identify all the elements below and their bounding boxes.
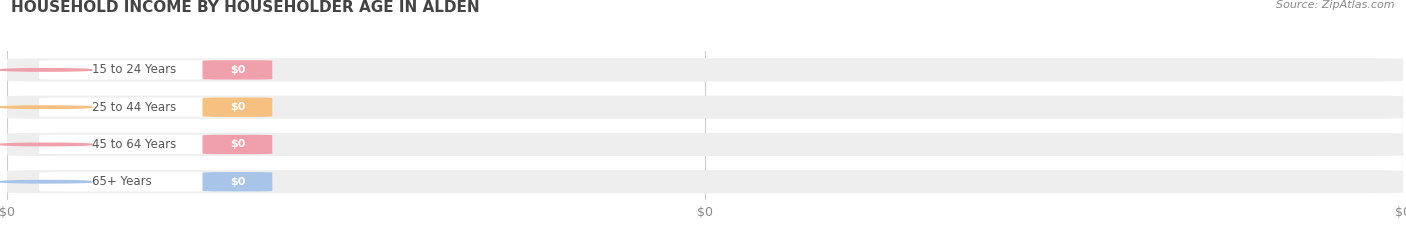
FancyBboxPatch shape bbox=[7, 133, 1403, 156]
FancyBboxPatch shape bbox=[39, 135, 259, 154]
Text: 25 to 44 Years: 25 to 44 Years bbox=[93, 101, 176, 114]
Circle shape bbox=[0, 181, 93, 183]
FancyBboxPatch shape bbox=[39, 60, 259, 80]
Text: 45 to 64 Years: 45 to 64 Years bbox=[93, 138, 176, 151]
Circle shape bbox=[0, 106, 93, 108]
Circle shape bbox=[0, 69, 93, 71]
FancyBboxPatch shape bbox=[39, 172, 259, 192]
FancyBboxPatch shape bbox=[7, 170, 1403, 193]
FancyBboxPatch shape bbox=[7, 96, 1403, 119]
Text: $0: $0 bbox=[229, 102, 245, 112]
Text: 15 to 24 Years: 15 to 24 Years bbox=[93, 63, 176, 76]
FancyBboxPatch shape bbox=[202, 60, 273, 80]
FancyBboxPatch shape bbox=[202, 97, 273, 117]
Text: Source: ZipAtlas.com: Source: ZipAtlas.com bbox=[1277, 0, 1395, 10]
FancyBboxPatch shape bbox=[202, 135, 273, 154]
FancyBboxPatch shape bbox=[7, 58, 1403, 82]
Text: $0: $0 bbox=[229, 177, 245, 187]
FancyBboxPatch shape bbox=[202, 172, 273, 192]
Text: $0: $0 bbox=[229, 65, 245, 75]
FancyBboxPatch shape bbox=[39, 97, 259, 117]
Circle shape bbox=[0, 143, 93, 146]
Text: HOUSEHOLD INCOME BY HOUSEHOLDER AGE IN ALDEN: HOUSEHOLD INCOME BY HOUSEHOLDER AGE IN A… bbox=[11, 0, 479, 15]
Text: 65+ Years: 65+ Years bbox=[93, 175, 152, 188]
Text: $0: $0 bbox=[229, 140, 245, 149]
